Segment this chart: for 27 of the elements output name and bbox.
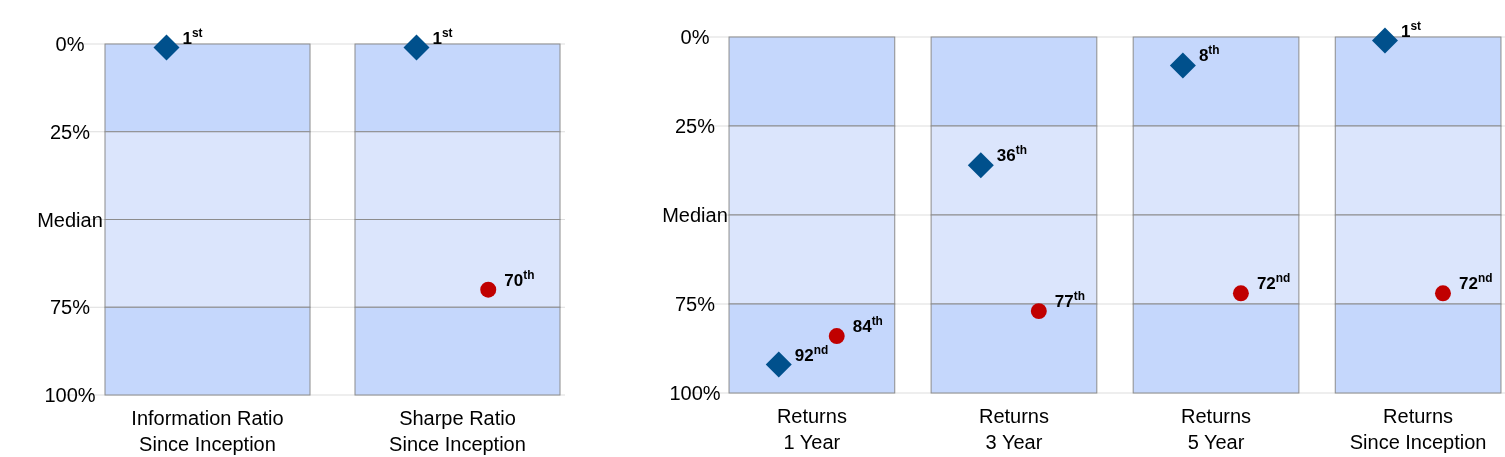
- data-label: 77$^{th}$: [1054, 289, 1085, 312]
- data-label: 72$^{nd}$: [1458, 271, 1493, 294]
- x-tick-label: Returns 3 Year: [978, 405, 1049, 453]
- data-label: 72$^{nd}$: [1256, 271, 1291, 294]
- data-label: 84$^{th}$: [852, 314, 883, 337]
- y-tick-label: 25%: [674, 115, 716, 137]
- data-label: 1$^{st}$: [432, 25, 453, 48]
- data-label: 36$^{th}$: [996, 143, 1027, 166]
- data-label: 1$^{st}$: [1400, 18, 1422, 41]
- y-tick-label: 100%: [44, 384, 96, 406]
- x-tick-label: Returns 1 Year: [776, 405, 847, 453]
- data-label: 70$^{th}$: [504, 267, 535, 290]
- data-label: 92$^{nd}$: [794, 342, 829, 365]
- data-label: 1$^{st}$: [182, 25, 203, 48]
- y-tick-label: 0%: [680, 26, 710, 48]
- y-tick-label: 0%: [55, 33, 85, 55]
- y-tick-label: 25%: [49, 120, 91, 143]
- data-label: 8$^{th}$: [1198, 43, 1220, 66]
- x-tick-label: Information Ratio Since Inception: [131, 407, 284, 455]
- y-tick-label: 75%: [674, 293, 716, 315]
- x-tick-label: Returns 5 Year: [1181, 405, 1252, 453]
- y-tick-label: Median: [37, 208, 103, 231]
- y-tick-label: 75%: [49, 296, 91, 319]
- y-tick-label: Median: [662, 204, 728, 226]
- x-tick-label: Sharpe Ratio Since Inception: [389, 407, 526, 455]
- y-tick-label: 100%: [669, 382, 721, 404]
- x-tick-label: Returns Since Inception: [1349, 405, 1487, 453]
